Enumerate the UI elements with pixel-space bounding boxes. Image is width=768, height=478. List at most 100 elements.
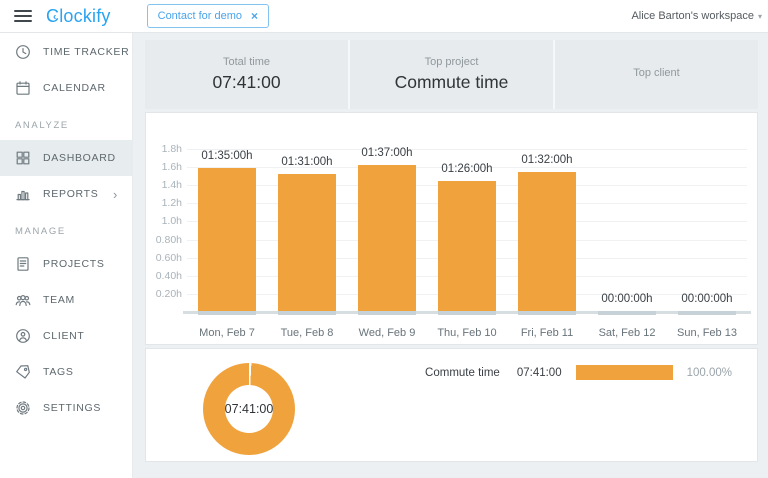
tag-icon: [15, 364, 31, 380]
legend-duration: 07:41:00: [516, 366, 562, 379]
sidebar-item-label: TAGS: [43, 366, 74, 378]
top-project-value: Commute time: [394, 72, 509, 92]
bar-slot: 01:35:00h Mon, Feb 7: [187, 149, 267, 339]
bar-slot: 01:37:00h Wed, Feb 9: [347, 146, 427, 339]
sidebar-item-label: TIME TRACKER: [43, 46, 130, 58]
baseline-segment: [678, 311, 736, 315]
chevron-right-icon: ›: [112, 186, 118, 202]
sidebar-item-label: REPORTS: [43, 188, 99, 200]
calendar-icon: [15, 80, 31, 96]
sidebar-item-label: CLIENT: [43, 330, 85, 342]
bar-value-label: 01:37:00h: [361, 146, 413, 159]
top-project-card: Top project Commute time: [350, 40, 553, 109]
document-icon: [15, 256, 31, 272]
bar-value-label: 00:00:00h: [681, 293, 733, 305]
y-axis-tick: 1.6h: [161, 161, 182, 174]
donut-center-label: 07:41:00: [224, 402, 274, 416]
baseline-segment: [518, 311, 576, 315]
summary-cards: Total time 07:41:00 Top project Commute …: [145, 40, 758, 109]
bar-slot: 00:00:00h Sat, Feb 12: [587, 149, 667, 339]
legend-percent-bar: [575, 365, 673, 380]
gear-icon: [15, 400, 31, 416]
sidebar-item-time-tracker[interactable]: TIME TRACKER: [0, 34, 132, 70]
baseline-segment: [598, 311, 656, 315]
y-axis-tick: 0.20h: [155, 287, 182, 300]
y-axis-tick: 1.0h: [161, 215, 182, 228]
bar[interactable]: [438, 181, 496, 311]
sidebar-item-label: TEAM: [43, 294, 75, 306]
legend-project-name: Commute time: [425, 366, 500, 379]
bar[interactable]: [198, 167, 256, 311]
baseline-segment: [358, 311, 416, 315]
bar-chart-icon: [15, 186, 31, 202]
top-client-card: Top client: [555, 40, 758, 109]
bar-value-label: 00:00:00h: [601, 293, 653, 305]
gridline: 1.6h: [162, 161, 747, 173]
bar-chart-panel: 1.8h 1.6h 1.4h 1.2h 1.0h 0.80h 0.60h 0.40h 0.20h…: [145, 112, 758, 345]
x-axis-label: Tue, Feb 8: [280, 327, 334, 339]
workspace-switcher[interactable]: Alice Barton's workspace ▾: [631, 10, 762, 22]
legend-percent: 100.00%: [686, 366, 732, 379]
donut-panel: 07:41:00 Commute time 07:41:00 100.00%: [145, 348, 758, 462]
bar-slot: 01:32:00h Fri, Feb 11: [507, 149, 587, 339]
sidebar-section-analyze: ANALYZE: [15, 120, 69, 131]
x-axis-label: Wed, Feb 9: [358, 327, 416, 339]
card-label: Top client: [633, 66, 680, 79]
sidebar-section-manage: MANAGE: [15, 226, 66, 237]
bar-slot: 01:26:00h Thu, Feb 10: [427, 149, 507, 339]
clock-icon: [15, 44, 31, 60]
sidebar-item-label: SETTINGS: [43, 402, 102, 414]
close-icon[interactable]: ×: [251, 9, 259, 23]
x-axis-label: Fri, Feb 11: [520, 327, 574, 339]
bar-slot: 00:00:00h Sun, Feb 13: [667, 149, 747, 339]
y-axis-tick: 0.40h: [155, 269, 182, 282]
total-time-card: Total time 07:41:00: [145, 40, 348, 109]
people-icon: [15, 292, 31, 308]
sidebar-item-label: CALENDAR: [43, 82, 106, 94]
sidebar-item-reports[interactable]: REPORTS ›: [0, 176, 132, 212]
donut-chart[interactable]: 07:41:00: [203, 363, 295, 455]
sidebar-item-settings[interactable]: SETTINGS: [0, 390, 132, 426]
bar-value-label: 01:35:00h: [201, 149, 253, 162]
y-axis-tick: 0.80h: [155, 233, 182, 246]
bar[interactable]: [278, 173, 336, 311]
bar-slot: 01:31:00h Tue, Feb 8: [267, 149, 347, 339]
chevron-down-icon: ▾: [757, 11, 762, 21]
x-axis-label: Mon, Feb 7: [199, 327, 255, 339]
menu-icon[interactable]: [14, 7, 32, 25]
total-time-value: 07:41:00: [212, 72, 281, 92]
x-axis-label: Sun, Feb 13: [677, 327, 737, 339]
sidebar-item-team[interactable]: TEAM: [0, 282, 132, 318]
person-circle-icon: [15, 328, 31, 344]
workspace-name: Alice Barton's workspace: [631, 10, 754, 22]
bar-value-label: 01:26:00h: [441, 163, 493, 176]
baseline-segment: [438, 311, 496, 315]
clock-hands-icon: ‹: [53, 11, 57, 23]
sidebar-item-label: DASHBOARD: [43, 152, 116, 164]
sidebar-item-tags[interactable]: TAGS: [0, 354, 132, 390]
main-content: Total time 07:41:00 Top project Commute …: [145, 40, 758, 462]
sidebar-item-dashboard[interactable]: DASHBOARD: [0, 140, 132, 176]
sidebar-item-label: PROJECTS: [43, 258, 105, 270]
sidebar-item-projects[interactable]: PROJECTS: [0, 246, 132, 282]
y-axis-tick: 1.2h: [161, 197, 182, 210]
sidebar-item-client[interactable]: CLIENT: [0, 318, 132, 354]
contact-for-demo-button[interactable]: Contact for demo ×: [146, 4, 270, 28]
donut-hole: 07:41:00: [225, 385, 273, 433]
bar[interactable]: [358, 164, 416, 311]
gridline: 1.8h: [162, 143, 747, 155]
donut-legend: Commute time 07:41:00 100.00%: [425, 365, 732, 380]
bar[interactable]: [518, 172, 576, 311]
sidebar-item-calendar[interactable]: CALENDAR: [0, 70, 132, 106]
clockify-logo[interactable]: C ‹ lockify: [46, 5, 111, 26]
bar-chart[interactable]: 1.8h 1.6h 1.4h 1.2h 1.0h 0.80h 0.60h 0.40h 0.20h…: [156, 143, 751, 339]
y-axis-tick: 0.60h: [155, 251, 182, 264]
y-axis-tick: 1.4h: [161, 179, 182, 192]
dashboard-grid-icon: [15, 150, 31, 166]
bar-value-label: 01:31:00h: [281, 155, 333, 168]
x-axis-label: Sat, Feb 12: [598, 327, 656, 339]
sidebar: TIME TRACKER CALENDAR ANALYZE DASHBOARD …: [0, 33, 133, 478]
bar-value-label: 01:32:00h: [521, 154, 573, 167]
baseline-segment: [278, 311, 336, 315]
demo-button-label: Contact for demo: [157, 10, 242, 22]
